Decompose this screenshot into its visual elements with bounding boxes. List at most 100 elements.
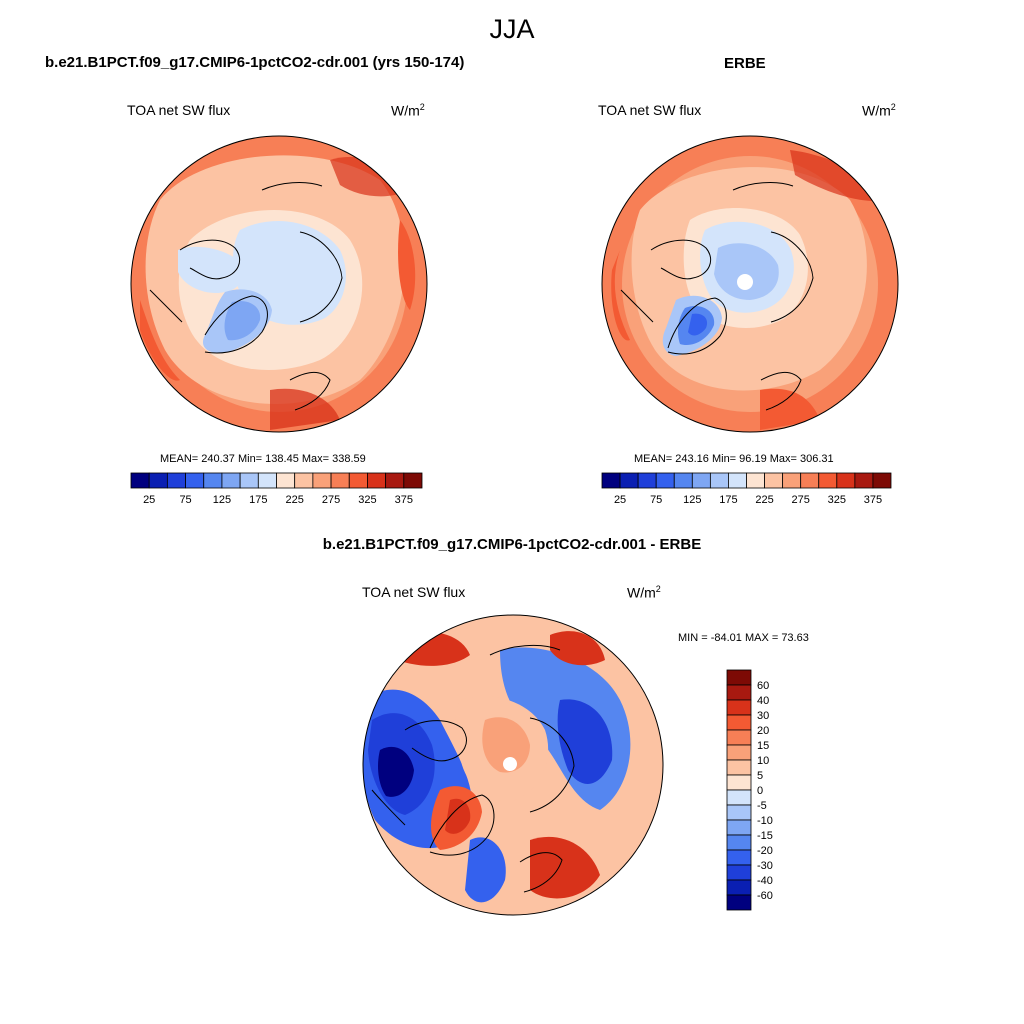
map2-arctic-175 — [714, 243, 779, 300]
map2-ne-high — [790, 150, 885, 201]
colorbar1-swatch — [348, 472, 368, 489]
map1-greenland-150 — [224, 300, 261, 341]
colorbar1: 25 75 125 175 225 275 325 375 — [130, 472, 423, 506]
colorbar1-tick-label: 225 — [286, 494, 304, 506]
colorbar3-swatch — [726, 714, 752, 731]
colorbar3-swatch — [726, 864, 752, 881]
colorbar1-tick-label: 375 — [395, 494, 413, 506]
map2 — [601, 135, 899, 433]
colorbar1-tick-label: 325 — [358, 494, 376, 506]
colorbar1-swatch — [239, 472, 259, 489]
colorbar1-swatch — [403, 472, 423, 489]
colorbar1-swatch — [166, 472, 186, 489]
map1 — [130, 135, 428, 433]
colorbar1-tick-label: 125 — [213, 494, 231, 506]
colorbar3-swatch — [726, 834, 752, 851]
colorbar3-swatch — [726, 669, 752, 686]
panel1-units-base: W/m — [391, 102, 420, 119]
colorbar2-swatch — [601, 472, 621, 489]
map1-canada-arch — [178, 246, 244, 294]
colorbar2-tick-label: 225 — [755, 494, 773, 506]
map2-field — [602, 136, 898, 432]
colorbar3-tick-label: -40 — [757, 875, 773, 887]
colorbar3-swatch — [726, 774, 752, 791]
colorbar2-swatch — [818, 472, 838, 489]
map3-coastlines — [371, 645, 575, 893]
colorbar2-tick-label: 125 — [683, 494, 701, 506]
panel2-units: W/m2 — [862, 102, 896, 119]
colorbar3-tick-label: 15 — [757, 740, 769, 752]
colorbar3-swatch — [726, 789, 752, 806]
map3-eastasia-pos — [550, 631, 605, 666]
map1-east-high — [398, 220, 416, 310]
colorbar2-swatch — [655, 472, 675, 489]
colorbar2-swatch — [746, 472, 765, 489]
colorbar2-tick-label: 275 — [792, 494, 810, 506]
map3-greenland-pos-strong — [445, 798, 471, 834]
colorbar1-swatch — [203, 472, 223, 489]
colorbar2-tick-label: 325 — [828, 494, 846, 506]
colorbar3-tick-label: -10 — [757, 815, 773, 827]
panel3-units: W/m2 — [627, 584, 661, 601]
map3-missing-pole — [503, 757, 517, 771]
panel1-title: b.e21.B1PCT.f09_g17.CMIP6-1pctCO2-cdr.00… — [45, 54, 465, 71]
map2-south-high — [760, 388, 820, 430]
panel2-units-base: W/m — [862, 102, 891, 119]
colorbar3-tick-label: 0 — [757, 785, 763, 797]
colorbar3-swatch — [726, 744, 752, 761]
colorbar3-swatch — [726, 879, 752, 896]
panel2-title: ERBE — [724, 55, 766, 72]
map3-field — [363, 615, 663, 915]
panel1-units-exp: 2 — [419, 102, 425, 112]
panel1-units: W/m2 — [391, 102, 425, 119]
map2-greenland-100 — [688, 313, 708, 336]
colorbar2-swatch — [728, 472, 747, 489]
colorbar1-swatch — [257, 472, 277, 489]
colorbar2-tick-label: 175 — [719, 494, 737, 506]
panel3-stats: MIN = -84.01 MAX = 73.63 — [678, 632, 809, 644]
colorbar2-swatch — [782, 472, 802, 489]
panel2-variable: TOA net SW flux — [598, 102, 702, 118]
colorbar3-tick-label: 40 — [757, 695, 769, 707]
panel1-stats: MEAN= 240.37 Min= 138.45 Max= 338.59 — [160, 453, 366, 465]
colorbar3-tick-label: -15 — [757, 830, 773, 842]
map3-siberia-neg-strong — [557, 699, 613, 784]
panel3-variable: TOA net SW flux — [362, 584, 466, 600]
panel3-units-base: W/m — [627, 584, 656, 601]
colorbar2-swatch — [764, 472, 784, 489]
colorbar2-swatch — [691, 472, 711, 489]
colorbar3-tick-label: -60 — [757, 890, 773, 902]
page-title: JJA — [489, 14, 535, 44]
map2-border — [601, 135, 899, 433]
colorbar2-swatch — [637, 472, 657, 489]
colorbar3-tick-label: -20 — [757, 845, 773, 857]
colorbar3: 60 40 30 20 15 10 5 0 -5 -10 -15 -20 -30 -40 -60 — [726, 669, 773, 911]
map3-arctic-pos-strong — [482, 717, 530, 773]
colorbar1-swatch — [312, 472, 332, 489]
colorbar2-swatch — [673, 472, 693, 489]
colorbar1-swatch — [185, 472, 205, 489]
colorbar3-tick-label: -30 — [757, 860, 773, 872]
colorbar2-swatch — [619, 472, 639, 489]
colorbar2: 25 75 125 175 225 275 325 375 — [601, 472, 892, 506]
colorbar3-swatch — [726, 894, 752, 911]
colorbar1-swatch — [385, 472, 405, 489]
colorbar2-swatch — [800, 472, 820, 489]
colorbar3-swatch — [726, 759, 752, 776]
colorbar3-swatch — [726, 849, 752, 866]
colorbar1-swatch — [367, 472, 387, 489]
map3-namerica-min — [378, 746, 414, 797]
colorbar1-swatch — [130, 472, 150, 489]
map1-south-high — [270, 388, 340, 430]
colorbar3-tick-label: 20 — [757, 725, 769, 737]
colorbar3-swatch — [726, 699, 752, 716]
panel3-title: b.e21.B1PCT.f09_g17.CMIP6-1pctCO2-cdr.00… — [322, 536, 702, 553]
colorbar1-tick-label: 275 — [322, 494, 340, 506]
colorbar1-swatch — [221, 472, 241, 489]
colorbar1-tick-label: 175 — [249, 494, 267, 506]
colorbar1-swatch — [294, 472, 314, 489]
map1-field — [131, 136, 427, 432]
map3 — [362, 614, 664, 916]
map2-west-high — [611, 250, 630, 341]
